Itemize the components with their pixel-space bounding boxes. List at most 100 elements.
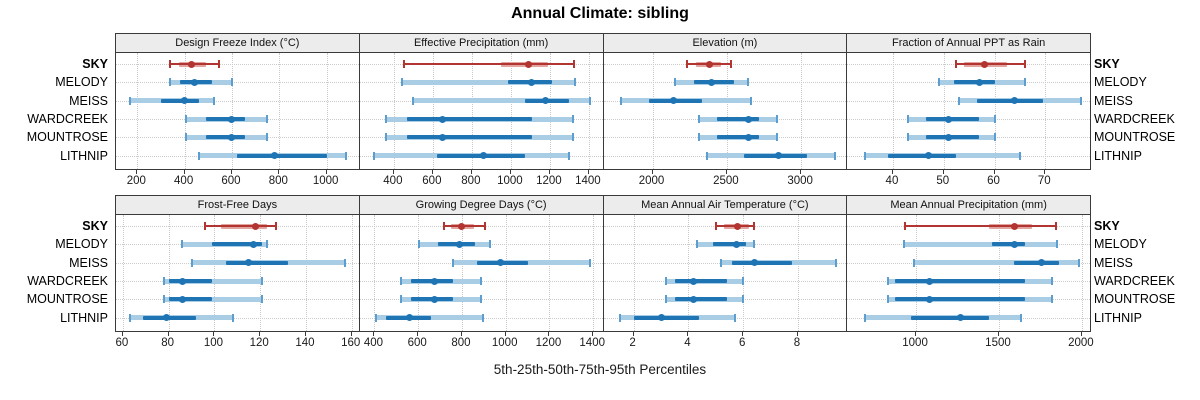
- grid-line-vertical: [432, 53, 434, 169]
- percentile-box-25-75: [713, 242, 746, 247]
- grid-line-vertical: [633, 215, 635, 331]
- whisker-cap: [373, 151, 376, 160]
- x-tick-label: 600: [422, 175, 442, 187]
- whisker-cap: [128, 313, 131, 322]
- whisker-cap: [261, 277, 264, 286]
- site-label-right: MEISS: [1094, 255, 1133, 270]
- x-tick-mark: [350, 332, 352, 336]
- median-dot: [162, 314, 170, 322]
- whisker-cap: [993, 115, 996, 124]
- grid-line-horizontal: [116, 317, 359, 319]
- percentile-line-5-95: [905, 225, 1057, 227]
- percentile-box-25-75: [894, 279, 1026, 284]
- median-dot: [957, 314, 965, 322]
- whisker-cap: [1019, 313, 1022, 322]
- whisker-cap: [400, 78, 403, 87]
- site-label-left: MELODY: [55, 237, 108, 252]
- median-dot: [945, 133, 953, 141]
- median-dot: [744, 133, 752, 141]
- whisker-cap: [685, 60, 688, 68]
- percentile-box-25-75: [205, 117, 245, 122]
- x-tick-label: 60: [115, 337, 129, 349]
- grid-line-vertical: [998, 215, 1000, 331]
- x-tick-label: 200: [126, 175, 146, 187]
- whisker-cap: [574, 78, 577, 87]
- grid-line-vertical: [1045, 53, 1047, 169]
- grid-line-horizontal: [116, 82, 359, 84]
- whisker-cap: [618, 313, 621, 322]
- site-label-right: MOUNTROSE: [1094, 292, 1176, 307]
- percentile-box-25-75: [633, 315, 700, 320]
- x-tick-mark: [417, 332, 419, 336]
- whisker-cap: [886, 277, 889, 286]
- x-tick-label: 1400: [575, 175, 601, 187]
- median-dot: [527, 78, 535, 86]
- panel-title: Effective Precipitation (mm): [358, 33, 604, 53]
- site-label-right: SKY: [1094, 219, 1120, 233]
- median-dot: [744, 115, 752, 123]
- site-label-left: WARDCREEK: [27, 112, 108, 127]
- x-tick-mark: [460, 332, 462, 336]
- panel-title: Fraction of Annual PPT as Rain: [846, 33, 1091, 53]
- median-dot: [439, 115, 447, 123]
- percentile-box-25-75: [925, 135, 980, 140]
- whisker-cap: [184, 115, 187, 124]
- panel-plot: [602, 53, 848, 170]
- panel-plot: [602, 215, 848, 332]
- median-dot: [1011, 97, 1019, 105]
- median-dot: [405, 314, 413, 322]
- median-dot: [1037, 259, 1045, 267]
- panel-plot: [358, 53, 604, 170]
- percentile-box-25-75: [168, 297, 213, 302]
- whisker-cap: [746, 78, 749, 87]
- whisker-cap: [1051, 277, 1054, 286]
- x-tick-mark: [915, 332, 917, 336]
- grid-line-vertical: [461, 215, 463, 331]
- whisker-cap: [181, 240, 184, 249]
- x-tick-label: 40: [885, 175, 899, 187]
- x-tick-label: 2000: [1068, 337, 1094, 349]
- whisker-cap: [957, 96, 960, 105]
- grid-line-vertical: [726, 53, 728, 169]
- x-tick-mark: [1044, 170, 1046, 174]
- site-label-left: SKY: [82, 57, 108, 71]
- x-tick-mark: [1080, 332, 1082, 336]
- site-label-left: LITHNIP: [60, 310, 108, 325]
- whisker-cap: [1018, 151, 1021, 160]
- x-tick-label: 1000: [491, 337, 518, 349]
- median-dot: [734, 222, 742, 230]
- x-tick-mark: [800, 170, 802, 174]
- percentile-box-25-75: [674, 297, 727, 302]
- x-tick-label: 80: [161, 337, 175, 349]
- percentile-line-5-95: [956, 63, 1025, 65]
- whisker-cap: [1078, 258, 1081, 267]
- whisker-cap: [479, 295, 482, 304]
- x-tick-label: 1000: [312, 175, 339, 187]
- grid-line-vertical: [184, 53, 186, 169]
- whisker-cap: [834, 151, 837, 160]
- whisker-cap: [266, 133, 269, 142]
- grid-line-vertical: [214, 215, 216, 331]
- grid-line-vertical: [168, 215, 170, 331]
- whisker-cap: [907, 133, 910, 142]
- x-tick-mark: [470, 170, 472, 174]
- x-tick-mark: [392, 170, 394, 174]
- site-label-right: MELODY: [1094, 237, 1147, 252]
- whisker-cap: [479, 277, 482, 286]
- median-dot: [542, 97, 550, 105]
- site-label-right: MEISS: [1094, 93, 1133, 108]
- whisker-cap: [705, 151, 708, 160]
- grid-line-vertical: [743, 215, 745, 331]
- whisker-cap: [344, 151, 347, 160]
- grid-line-vertical: [351, 215, 353, 331]
- percentile-box-25-75: [236, 153, 327, 158]
- grid-line-horizontal: [116, 100, 359, 102]
- chart-title: Annual Climate: sibling: [511, 5, 689, 22]
- grid-line-vertical: [122, 215, 124, 331]
- median-dot: [925, 152, 932, 160]
- x-tick-label: 2000: [638, 175, 665, 187]
- site-label-right: MELODY: [1094, 75, 1147, 90]
- grid-line-vertical: [393, 53, 395, 169]
- whisker-cap: [261, 295, 264, 304]
- percentile-line-5-95: [403, 63, 575, 65]
